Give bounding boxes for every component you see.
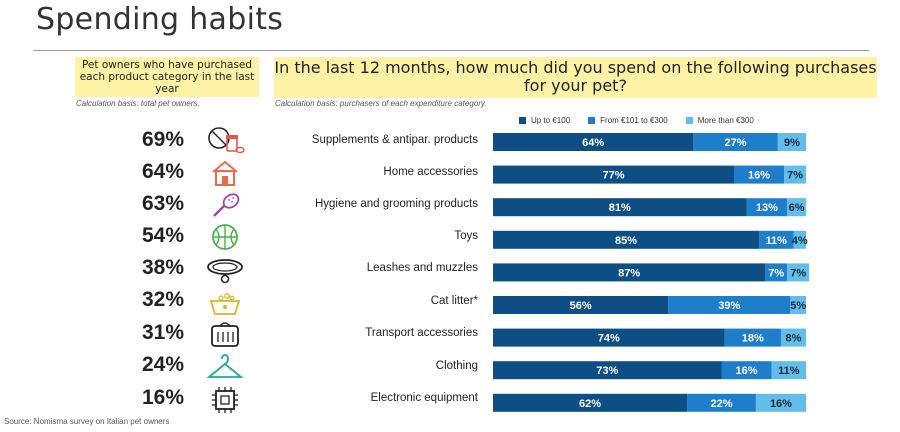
bar-value-label: 73% [596, 365, 618, 377]
bar-value-label: 16% [748, 170, 770, 182]
bar-segment-up-to-100 [493, 361, 722, 380]
bar-value-label: 62% [579, 398, 601, 410]
category-label: Toys [454, 230, 478, 242]
bar-segment-more-than-300 [780, 328, 806, 347]
bar-value-label: 11% [778, 365, 800, 377]
category-label: Hygiene and grooming products [314, 198, 478, 210]
bar-value-label: 8% [786, 333, 802, 345]
chart-legend: Up to €100 From €101 to €300 More than €… [519, 116, 754, 125]
bar-segment-more-than-300 [755, 393, 806, 412]
bar-value-label: 6% [789, 202, 805, 214]
bar-segment-from-101-to-300 [746, 198, 788, 217]
bar-value-label: 7% [768, 267, 784, 279]
purchased-pct: 63% [141, 192, 184, 215]
bar-segment-more-than-300 [787, 263, 810, 282]
bar-value-label: 18% [742, 333, 764, 345]
purchased-pct: 54% [141, 224, 184, 247]
bar-segment-up-to-100 [493, 198, 747, 217]
chip-icon [212, 387, 238, 413]
legend-item-up-to-100: Up to €100 [519, 116, 570, 125]
bar-segment-more-than-300 [771, 361, 806, 380]
carrier-icon [211, 322, 239, 347]
bar-segment-more-than-300 [787, 198, 806, 217]
bar-value-label: 81% [609, 202, 631, 214]
left-header: Pet owners who have purchased each produ… [75, 57, 259, 97]
bar-segment-from-101-to-300 [734, 165, 785, 184]
category-label: Leashes and muzzles [366, 262, 478, 274]
hanger-icon [206, 354, 244, 378]
bar-value-label: 22% [710, 398, 732, 410]
bar-segment-from-101-to-300 [765, 263, 788, 282]
bar-value-label: 77% [602, 170, 624, 182]
bar-segment-from-101-to-300 [724, 328, 781, 347]
bar-segment-from-101-to-300 [687, 393, 756, 412]
legend-swatch [519, 117, 526, 124]
bar-value-label: 16% [736, 365, 758, 377]
brush-icon [213, 193, 240, 217]
bar-value-label: 7% [790, 267, 806, 279]
title-divider [33, 50, 869, 51]
bar-segment-more-than-300 [784, 165, 806, 184]
bar-value-label: 56% [570, 300, 592, 312]
category-label: Cat litter* [430, 295, 478, 307]
purchased-pct: 31% [141, 321, 184, 344]
purchased-pct: 24% [141, 353, 184, 376]
category-label: Transport accessories [365, 327, 478, 339]
bar-segment-from-101-to-300 [668, 296, 791, 314]
legend-swatch [588, 117, 596, 124]
bar-segment-up-to-100 [493, 230, 760, 249]
bar-value-label: 11% [766, 235, 788, 247]
bar-segment-from-101-to-300 [721, 361, 772, 380]
bar-segment-up-to-100 [493, 296, 669, 314]
bar-segment-up-to-100 [493, 393, 688, 412]
bar-segment-more-than-300 [777, 133, 806, 151]
bar-value-label: 13% [756, 202, 778, 214]
purchased-pct: 16% [141, 386, 184, 409]
legend-label: From €101 to €300 [600, 116, 668, 125]
bar-segment-from-101-to-300 [693, 133, 778, 151]
left-basis-note: Calculation basis: total pet owners. [76, 99, 200, 108]
purchased-pct: 32% [141, 288, 184, 311]
collar-icon [207, 259, 243, 284]
bar-value-label: 5% [790, 300, 806, 312]
bar-segment-up-to-100 [493, 263, 766, 282]
legend-swatch [685, 117, 693, 124]
legend-item-more-than-300: More than €300 [685, 116, 754, 125]
source-note: Source: Nomisma survey on Italian pet ow… [4, 417, 170, 426]
bar-value-label: 85% [615, 235, 637, 247]
purchased-pct: 64% [141, 160, 184, 183]
right-header: In the last 12 months, how much did you … [274, 57, 877, 98]
bar-segment-from-101-to-300 [759, 230, 794, 249]
legend-label: More than €300 [697, 116, 754, 125]
legend-item-101-to-300: From €101 to €300 [588, 116, 668, 125]
category-label: Electronic equipment [370, 392, 478, 404]
bar-segment-more-than-300 [790, 296, 806, 314]
bar-segment-up-to-100 [493, 165, 735, 184]
ball-icon [212, 224, 238, 250]
bar-value-label: 16% [770, 398, 792, 410]
bar-value-label: 27% [725, 137, 747, 149]
right-basis-note: Calculation basis: purchasers of each ex… [275, 99, 487, 108]
bar-value-label: 7% [787, 170, 803, 182]
category-label: Home accessories [383, 166, 478, 178]
purchased-pct: 69% [141, 128, 184, 151]
purchased-pct: 38% [141, 256, 184, 279]
category-label: Clothing [435, 360, 478, 372]
house-icon [212, 160, 238, 186]
bar-value-label: 87% [618, 267, 640, 279]
bar-value-label: 64% [582, 137, 604, 149]
litter-box-icon [209, 293, 241, 315]
bar-segment-up-to-100 [493, 328, 725, 347]
bar-value-label: 39% [718, 300, 740, 312]
pills-icon [208, 127, 245, 154]
bar-segment-more-than-300 [793, 230, 806, 249]
legend-label: Up to €100 [531, 116, 571, 125]
bar-value-label: 9% [784, 137, 800, 149]
category-label: Supplements & antipar. products [311, 134, 478, 146]
bar-segment-up-to-100 [493, 133, 694, 151]
bar-value-label: 74% [598, 333, 620, 345]
page-title: Spending habits [36, 2, 284, 37]
bar-value-label: 4% [792, 235, 808, 247]
